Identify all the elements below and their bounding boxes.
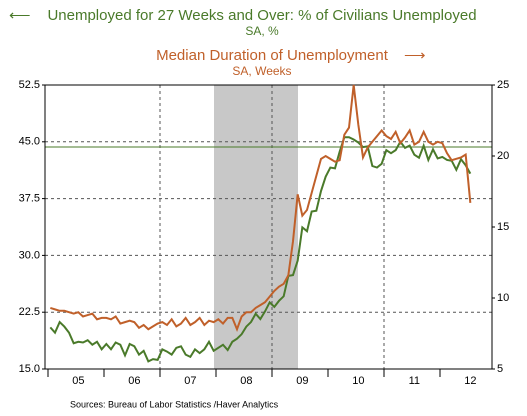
legend-arrow: ⟵ [9,7,31,24]
y2-tick-label: 10 [497,292,509,304]
x-tick-label: 12 [464,375,476,387]
vertical-grid [159,85,385,369]
x-tick-label: 07 [184,375,196,387]
recession-shade [214,85,298,369]
x-tick-label: 08 [240,375,252,387]
legend-orange: Median Duration of Unemployment [156,47,389,64]
series-line [50,84,472,333]
x-tick-label: 09 [296,375,308,387]
x-tick-label: 06 [128,375,140,387]
x-tick-label: 05 [72,375,84,387]
legend-arrow: ⟶ [404,47,426,64]
y-tick-label: 37.5 [19,193,40,205]
plot-frame [44,84,493,370]
y-tick-label: 45.0 [19,136,40,148]
x-tick-label: 10 [352,375,364,387]
y-tick-label: 15.0 [19,363,40,375]
y-tick-label: 52.5 [19,79,40,91]
y2-tick-label: 15 [497,221,509,233]
legend-unit: SA, % [245,24,279,38]
y2-tick-label: 20 [497,150,509,162]
y-tick-label: 30.0 [19,249,40,261]
legend-unit: SA, Weeks [232,64,291,78]
y2-tick-label: 5 [497,363,503,375]
y2-tick-label: 25 [497,79,509,91]
y-tick-label: 22.5 [19,306,40,318]
legend-green: Unemployed for 27 Weeks and Over: % of C… [47,7,476,24]
x-tick-label: 11 [409,375,420,387]
source: Sources: Bureau of Labor Statistics /Hav… [70,399,279,409]
